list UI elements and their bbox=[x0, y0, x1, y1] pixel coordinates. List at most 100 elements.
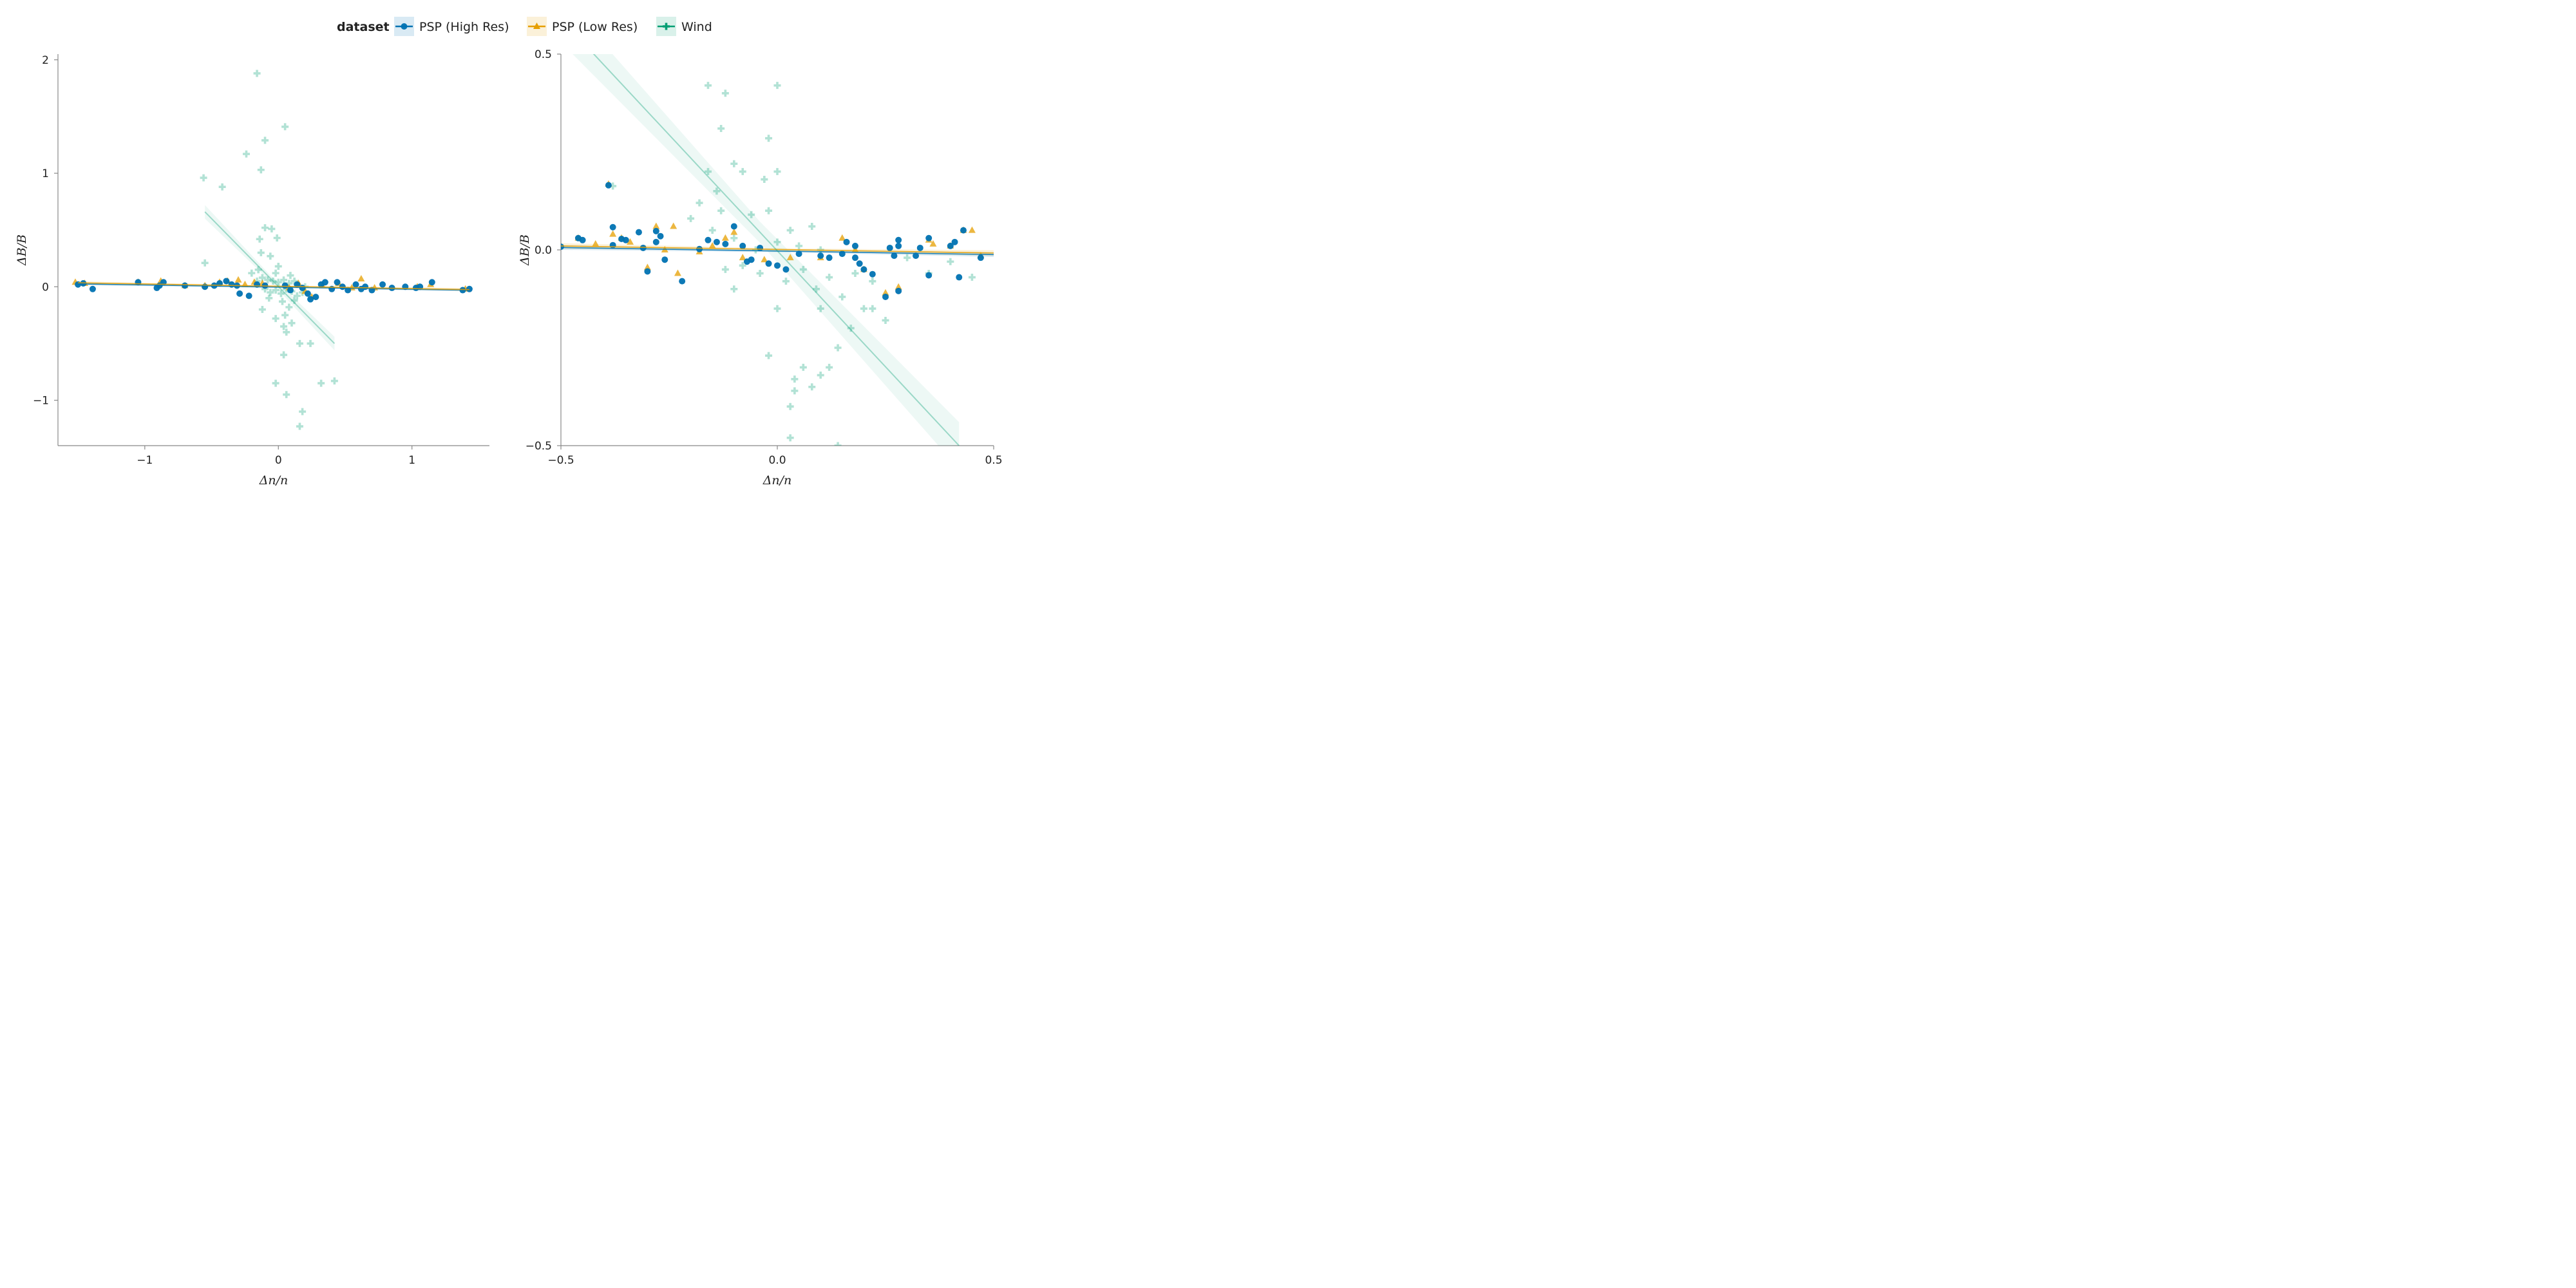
x-tick-label: −1 bbox=[137, 454, 153, 467]
data-point bbox=[245, 292, 252, 299]
data-point bbox=[299, 408, 307, 415]
legend: dataset PSP (High Res) PSP (Low Res) Wind bbox=[337, 17, 712, 36]
data-point bbox=[708, 227, 716, 234]
data-point bbox=[293, 292, 301, 299]
data-point bbox=[756, 269, 764, 277]
data-point bbox=[428, 279, 435, 286]
data-point bbox=[627, 238, 634, 245]
data-point bbox=[280, 276, 288, 284]
data-point bbox=[272, 315, 279, 323]
data-point bbox=[757, 244, 764, 251]
data-point bbox=[264, 276, 272, 284]
data-point bbox=[765, 207, 773, 214]
figure: dataset PSP (High Res) PSP (Low Res) Wind −… bbox=[0, 0, 1009, 504]
fit-line bbox=[204, 211, 336, 345]
data-point bbox=[886, 244, 893, 251]
data-point bbox=[808, 223, 816, 231]
data-point bbox=[622, 236, 629, 243]
data-point bbox=[761, 256, 768, 263]
data-point bbox=[652, 227, 659, 234]
data-point bbox=[687, 214, 695, 222]
series-wind bbox=[609, 82, 976, 446]
legend-entry: PSP (Low Res) bbox=[527, 17, 638, 36]
confidence-band bbox=[573, 54, 960, 446]
data-point bbox=[330, 377, 338, 385]
data-point bbox=[258, 306, 266, 314]
data-point bbox=[287, 287, 294, 294]
data-point bbox=[704, 82, 712, 90]
data-point bbox=[609, 242, 616, 249]
series-wind bbox=[200, 70, 338, 430]
data-point bbox=[882, 289, 889, 296]
data-point bbox=[739, 242, 746, 249]
data-point bbox=[254, 266, 262, 274]
data-point bbox=[856, 260, 863, 267]
data-point bbox=[592, 240, 600, 247]
legend-label: PSP (Low Res) bbox=[552, 20, 638, 34]
data-point bbox=[696, 199, 703, 207]
data-point bbox=[838, 293, 846, 301]
data-point bbox=[812, 285, 820, 293]
y-axis-title: ΔB/B bbox=[518, 234, 532, 266]
data-point bbox=[269, 277, 277, 285]
data-point bbox=[808, 383, 816, 391]
legend-title: dataset bbox=[337, 20, 390, 34]
data-point bbox=[730, 285, 738, 293]
data-point bbox=[968, 274, 976, 281]
data-point bbox=[280, 323, 288, 330]
data-point bbox=[643, 263, 651, 270]
data-point bbox=[730, 234, 738, 242]
x-tick-label: 1 bbox=[408, 454, 415, 467]
data-point bbox=[257, 166, 265, 174]
data-point bbox=[242, 150, 250, 158]
data-point bbox=[379, 281, 386, 288]
data-point bbox=[652, 222, 660, 229]
data-point bbox=[296, 422, 303, 430]
fit-line bbox=[561, 245, 994, 254]
data-point bbox=[713, 238, 720, 245]
data-point bbox=[739, 167, 746, 175]
data-point bbox=[773, 167, 781, 175]
x-tick-label: −0.5 bbox=[547, 454, 574, 467]
data-point bbox=[281, 311, 289, 319]
plot-area bbox=[71, 70, 473, 430]
data-point bbox=[674, 269, 681, 276]
data-point bbox=[773, 305, 781, 312]
data-point bbox=[253, 70, 261, 77]
y-tick-label: 0.0 bbox=[535, 244, 552, 257]
data-point bbox=[799, 265, 807, 273]
data-point bbox=[261, 224, 269, 232]
data-point bbox=[791, 387, 799, 395]
chart-svg: dataset PSP (High Res) PSP (Low Res) Wind −… bbox=[15, 17, 1003, 488]
data-point bbox=[882, 293, 889, 300]
data-point bbox=[281, 282, 289, 289]
data-point bbox=[321, 279, 328, 286]
data-point bbox=[913, 252, 920, 260]
data-point bbox=[288, 319, 296, 327]
data-point bbox=[272, 269, 279, 277]
data-point bbox=[307, 339, 314, 347]
data-point bbox=[795, 251, 802, 258]
data-point bbox=[929, 240, 937, 247]
data-point bbox=[312, 294, 319, 301]
data-point bbox=[761, 176, 768, 184]
data-point bbox=[904, 254, 911, 261]
data-point bbox=[609, 223, 616, 231]
data-point bbox=[201, 259, 209, 267]
data-point bbox=[895, 283, 902, 290]
y-tick-label: −0.5 bbox=[526, 440, 552, 453]
data-point bbox=[791, 375, 799, 383]
data-point bbox=[947, 258, 954, 265]
data-point bbox=[609, 230, 617, 237]
data-point bbox=[765, 352, 773, 359]
data-point bbox=[774, 262, 781, 269]
data-point bbox=[834, 442, 842, 446]
data-point bbox=[826, 274, 833, 281]
data-point bbox=[639, 244, 647, 251]
data-point bbox=[281, 123, 289, 131]
data-point bbox=[851, 254, 858, 261]
data-point bbox=[739, 254, 746, 261]
data-point bbox=[290, 296, 298, 304]
data-point bbox=[273, 234, 281, 242]
series-psp-low-res bbox=[574, 180, 985, 296]
